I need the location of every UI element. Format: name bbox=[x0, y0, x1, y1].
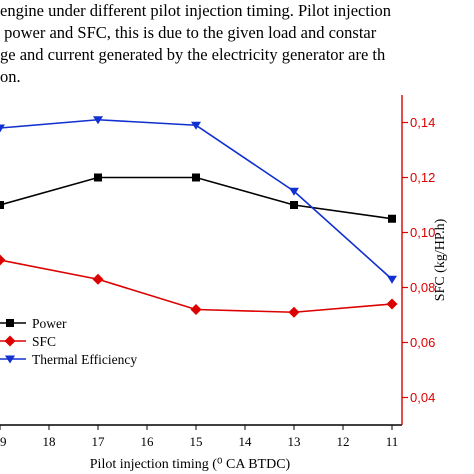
x-axis-label: Pilot injection timing (⁰ CA BTDC) bbox=[90, 457, 291, 472]
y-tick-label: 0,04 bbox=[410, 390, 435, 405]
chart-axes bbox=[0, 95, 403, 426]
data-point-sfc bbox=[92, 273, 104, 285]
legend-label-power: Power bbox=[32, 316, 67, 331]
x-tick-label: 19 bbox=[0, 434, 7, 449]
paragraph-line-3: ge and current generated by the electric… bbox=[0, 45, 386, 64]
legend-label-thermal-efficiency: Thermal Efficiency bbox=[32, 352, 137, 367]
legend-marker-sfc bbox=[4, 335, 16, 347]
x-tick-label: 15 bbox=[190, 434, 203, 449]
x-tick-label: 13 bbox=[288, 434, 301, 449]
data-point-power bbox=[192, 173, 200, 182]
data-point-power bbox=[388, 214, 396, 223]
paragraph-line-1: engine under different pilot injection t… bbox=[0, 1, 392, 20]
data-point-sfc bbox=[386, 298, 398, 310]
data-point-thermal-efficiency bbox=[289, 187, 299, 196]
y-tick-label: 0,10 bbox=[410, 225, 435, 240]
series-line-thermal-efficiency bbox=[0, 118, 393, 280]
paragraph-line-2: power and SFC, this is due to the given … bbox=[0, 23, 377, 42]
data-point-sfc bbox=[288, 306, 300, 318]
y-tick-label: 0,06 bbox=[410, 335, 435, 350]
data-point-sfc bbox=[190, 304, 202, 315]
paragraph-line-4: on. bbox=[0, 67, 21, 86]
data-point-power bbox=[0, 201, 4, 209]
data-point-thermal-efficiency bbox=[93, 116, 103, 125]
data-point-power bbox=[94, 173, 102, 182]
data-point-thermal-efficiency bbox=[0, 124, 5, 133]
series-line-power bbox=[0, 176, 393, 220]
legend-label-sfc: SFC bbox=[32, 334, 56, 349]
data-point-thermal-efficiency bbox=[387, 275, 397, 284]
data-point-thermal-efficiency bbox=[191, 121, 201, 130]
x-tick-label: 18 bbox=[43, 434, 56, 449]
x-tick-label: 17 bbox=[92, 434, 106, 449]
right-y-ticks: 0,04 0,06 0,08 0,10 0,12 0,14 bbox=[402, 115, 435, 405]
y-tick-label: 0,08 bbox=[410, 280, 435, 295]
y-tick-label: 0,12 bbox=[410, 170, 435, 185]
caption-paragraph: engine under different pilot injection t… bbox=[0, 0, 474, 88]
legend-marker-power bbox=[6, 319, 14, 327]
series-lines bbox=[0, 118, 393, 314]
data-point-power bbox=[290, 201, 298, 209]
y-tick-label: 0,14 bbox=[410, 115, 435, 130]
data-point-sfc bbox=[0, 254, 6, 266]
x-ticks: 19 18 17 16 15 14 13 12 11 bbox=[0, 425, 398, 449]
x-tick-label: 16 bbox=[141, 434, 155, 449]
legend: Power SFC Thermal Efficiency bbox=[0, 316, 137, 367]
series-markers bbox=[0, 116, 398, 318]
legend-marker-thermal-efficiency bbox=[5, 355, 15, 364]
x-tick-label: 12 bbox=[337, 434, 350, 449]
right-y-axis-label: SFC (kg/HP.h) bbox=[433, 218, 448, 301]
x-tick-label: 14 bbox=[239, 434, 253, 449]
x-tick-label: 11 bbox=[386, 434, 399, 449]
